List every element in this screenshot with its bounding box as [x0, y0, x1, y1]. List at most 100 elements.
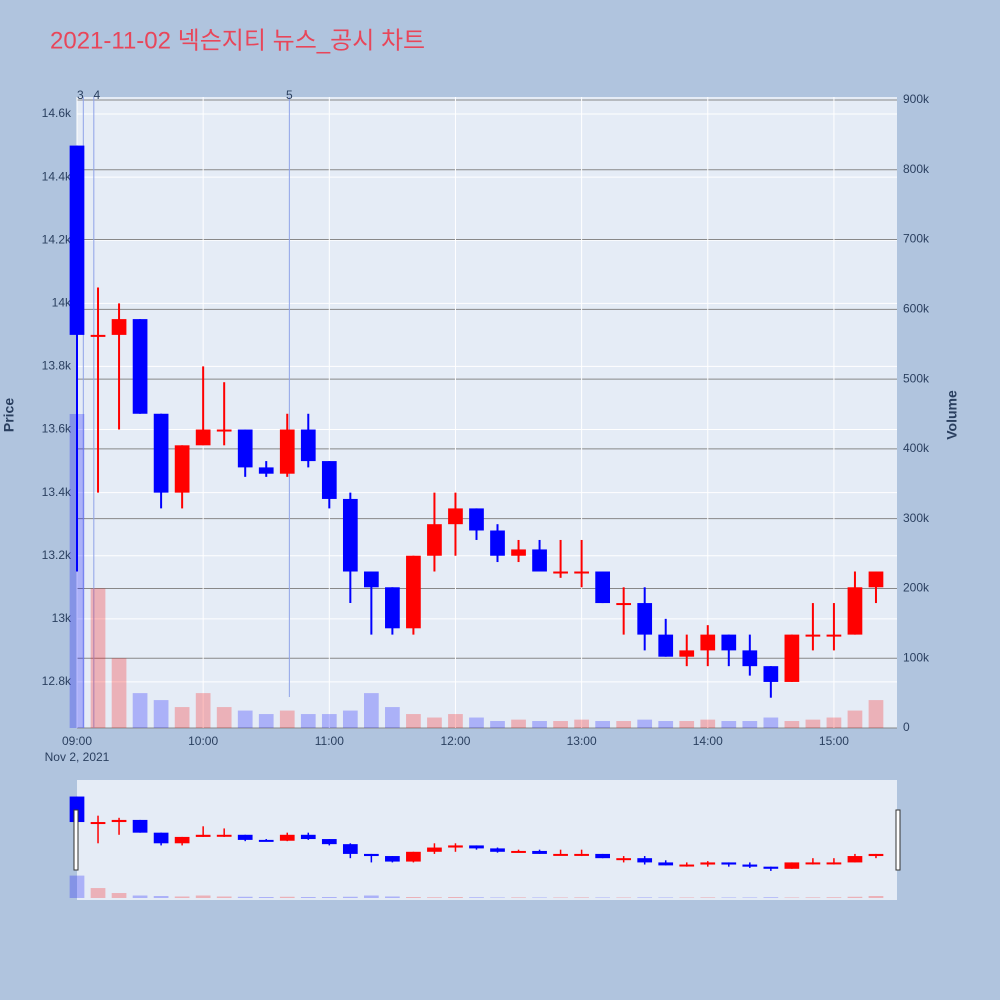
candle-body: [805, 634, 821, 637]
candle-body: [111, 319, 127, 335]
volume-bar: [721, 721, 737, 728]
slider-candle-body: [153, 832, 169, 844]
candle-body: [763, 666, 779, 682]
slider-candle-body: [595, 853, 610, 859]
slider-volume-bar: [69, 875, 85, 898]
slider-volume-bar: [805, 897, 821, 898]
slider-volume-bar: [364, 895, 379, 898]
candle-body: [406, 555, 421, 629]
volume-bar: [574, 719, 589, 728]
candle-body: [826, 634, 842, 637]
slider-handle-right[interactable]: [895, 809, 901, 871]
slider-volume-bar: [174, 896, 190, 898]
volume-bar: [700, 719, 716, 728]
y-tick-label: 13.2k: [42, 548, 72, 562]
slider-candle-body: [132, 819, 148, 833]
candle-body: [721, 634, 737, 651]
slider-candle-body: [700, 862, 716, 865]
slider-candle-body: [763, 866, 779, 869]
volume-bar: [279, 710, 295, 728]
slider-candle-body: [90, 822, 106, 825]
volume-bar: [237, 710, 253, 728]
candle-body: [490, 530, 505, 556]
candle-body: [637, 603, 653, 635]
slider-candle-body: [721, 862, 737, 865]
slider-candle-body: [637, 858, 653, 863]
slider-candle-body: [174, 836, 190, 844]
y-tick-label: 13.4k: [42, 485, 72, 499]
y2-tick-label: 900k: [903, 92, 930, 106]
volume-bar: [490, 721, 505, 728]
candle-body: [321, 461, 337, 499]
slider-candle-body: [658, 862, 674, 866]
slider-candle-body: [679, 864, 695, 867]
volume-bar: [342, 710, 358, 728]
slider-volume-bar: [195, 895, 211, 898]
candle-body: [153, 413, 169, 493]
volume-bar: [406, 714, 421, 728]
x-tick-label: 12:00: [440, 734, 470, 748]
candle-body: [868, 571, 884, 588]
candle-body: [448, 508, 463, 525]
slider-candle-body: [342, 844, 358, 854]
candle-body: [658, 634, 674, 657]
candle-body: [847, 587, 863, 635]
slider-volume-bar: [385, 896, 400, 898]
slider-candle-body: [111, 819, 127, 823]
y-tick-label: 14k: [52, 296, 72, 310]
volume-bar: [195, 693, 211, 728]
slider-volume-bar: [427, 897, 442, 898]
y-tick-label: 13.8k: [42, 359, 72, 373]
volume-bar: [216, 707, 232, 728]
volume-bar: [553, 721, 568, 728]
y2-tick-label: 500k: [903, 371, 930, 385]
candle-body: [237, 429, 253, 468]
slider-volume-bar: [111, 893, 127, 898]
volume-bar: [595, 721, 610, 728]
slider-volume-bar: [237, 896, 253, 898]
slider-candle-body: [237, 834, 253, 840]
x-tick-label: 13:00: [567, 734, 597, 748]
slider-candle-body: [216, 834, 232, 837]
candle-body: [364, 571, 379, 588]
candle-body: [511, 549, 526, 556]
slider-volume-bar: [279, 896, 295, 898]
volume-bar: [153, 700, 169, 728]
plot-area: [77, 97, 897, 728]
candle-body: [195, 429, 211, 446]
slider-volume-bar: [826, 897, 842, 898]
slider-candle-body: [300, 834, 316, 840]
volume-bar: [532, 721, 547, 728]
y-tick-label: 13.6k: [42, 422, 72, 436]
y-tick-label: 12.8k: [42, 674, 72, 688]
candle-body: [300, 429, 316, 462]
slider-volume-bar: [90, 888, 106, 898]
y-tick-label: 14.4k: [42, 169, 72, 183]
slider-candle-body: [448, 845, 463, 848]
slider-volume-bar: [868, 896, 884, 898]
volume-bar: [658, 721, 674, 728]
candle-body: [784, 634, 800, 682]
candle-body: [574, 571, 589, 574]
x-tick-label: 10:00: [188, 734, 218, 748]
slider-candle-body: [195, 834, 211, 837]
slider-volume-bar: [321, 897, 337, 898]
y2-tick-label: 700k: [903, 232, 930, 246]
candle-body: [342, 498, 358, 572]
slider-candle-body: [258, 839, 274, 842]
volume-bar: [132, 693, 148, 728]
range-slider[interactable]: [77, 780, 897, 900]
volume-bar: [805, 719, 821, 728]
slider-volume-bar: [511, 897, 526, 898]
volume-bar: [448, 714, 463, 728]
slider-volume-bar: [216, 896, 232, 898]
candle-body: [132, 319, 148, 414]
x-tick-label: 15:00: [819, 734, 849, 748]
slider-candle-body: [321, 839, 337, 845]
slider-candle-body: [805, 862, 821, 865]
volume-bar: [321, 714, 337, 728]
slider-handle-left[interactable]: [73, 809, 79, 871]
volume-bar: [364, 693, 379, 728]
volume-bar: [385, 707, 400, 728]
slider-volume-bar: [258, 897, 274, 898]
